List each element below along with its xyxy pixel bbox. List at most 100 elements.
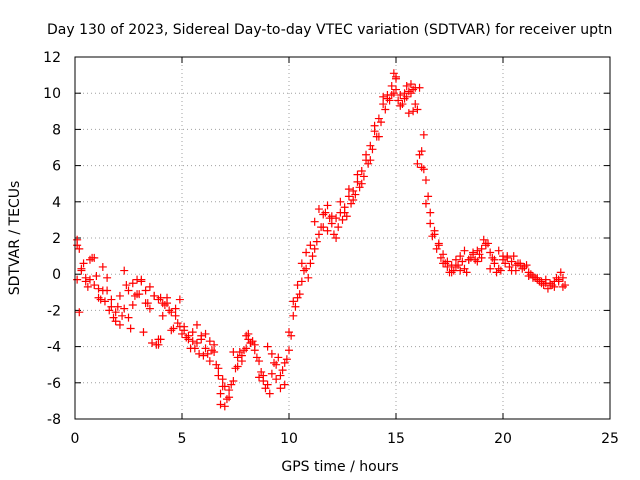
data-point (75, 244, 84, 253)
data-point (374, 114, 383, 123)
data-point (105, 306, 114, 315)
data-point (379, 92, 388, 101)
data-point (357, 179, 366, 188)
data-point (145, 304, 154, 313)
data-point (561, 281, 570, 290)
data-point (310, 217, 319, 226)
data-point (220, 402, 229, 411)
chart-title: Day 130 of 2023, Sidereal Day-to-day VTE… (47, 22, 612, 38)
data-point (355, 183, 364, 192)
data-point (285, 346, 293, 355)
data-point (377, 118, 386, 127)
x-tick-label: 10 (280, 431, 298, 447)
data-point (276, 371, 285, 380)
data-point (394, 96, 403, 105)
data-point (323, 201, 332, 210)
data-point (120, 266, 129, 275)
data-point (434, 239, 443, 248)
data-point (460, 246, 469, 255)
data-point (503, 253, 512, 262)
data-point (128, 279, 137, 288)
data-point (212, 360, 221, 369)
data-point (163, 299, 172, 308)
data-point (417, 163, 426, 172)
data-point (381, 105, 390, 114)
data-point (267, 369, 276, 378)
data-point (436, 253, 445, 262)
data-point (404, 109, 413, 118)
data-point (317, 223, 326, 232)
data-point (430, 230, 439, 239)
y-tick-label: 12 (43, 50, 61, 66)
data-point (409, 107, 418, 116)
data-point (368, 145, 377, 154)
data-point (291, 302, 300, 311)
data-point (537, 279, 546, 288)
data-point (494, 264, 503, 273)
data-point (79, 259, 88, 268)
data-point (492, 268, 501, 277)
data-point (227, 380, 236, 389)
data-point (520, 262, 529, 271)
data-point (404, 87, 413, 96)
data-point (329, 230, 338, 239)
data-point (314, 205, 323, 214)
data-point (449, 266, 458, 275)
data-point (374, 132, 383, 141)
x-tick-label: 20 (494, 431, 512, 447)
data-point (173, 319, 182, 328)
y-tick-label: -2 (47, 303, 61, 319)
data-point (197, 335, 206, 344)
data-point (267, 349, 276, 358)
data-point (210, 340, 219, 349)
data-point (218, 375, 227, 384)
data-point (130, 291, 139, 300)
data-point (237, 351, 246, 360)
data-point (366, 156, 375, 165)
data-point (325, 214, 334, 223)
data-point (451, 255, 460, 264)
data-point (353, 170, 362, 179)
data-point (156, 293, 165, 302)
data-point (216, 389, 225, 398)
data-point (312, 237, 321, 246)
data-point (347, 199, 356, 208)
data-point (135, 290, 144, 299)
data-point (126, 324, 135, 333)
data-point (154, 340, 163, 349)
data-point (214, 371, 223, 380)
data-point (454, 261, 463, 270)
data-point (370, 121, 379, 130)
data-point (175, 295, 184, 304)
data-point (90, 281, 99, 290)
data-point (406, 80, 415, 89)
data-point (443, 262, 452, 271)
data-point (274, 353, 283, 362)
data-point (109, 313, 118, 322)
data-point (385, 96, 394, 105)
data-point (263, 342, 272, 351)
data-point (252, 353, 261, 362)
data-point (447, 268, 456, 277)
data-point (107, 295, 116, 304)
data-point (336, 197, 345, 206)
data-point (81, 273, 90, 282)
data-point (469, 250, 478, 259)
data-point (306, 241, 315, 250)
data-point (349, 186, 358, 195)
data-point (137, 277, 146, 286)
data-point (280, 380, 289, 389)
data-point (270, 358, 279, 367)
data-point (285, 328, 293, 337)
data-point (323, 226, 332, 235)
data-point (83, 282, 92, 291)
data-point (488, 253, 497, 262)
data-point (417, 147, 426, 156)
data-point (413, 105, 422, 114)
data-point (477, 244, 486, 253)
data-point (167, 326, 176, 335)
data-point (507, 266, 516, 275)
data-point (214, 364, 223, 373)
data-point (314, 230, 323, 239)
data-point (242, 331, 251, 340)
